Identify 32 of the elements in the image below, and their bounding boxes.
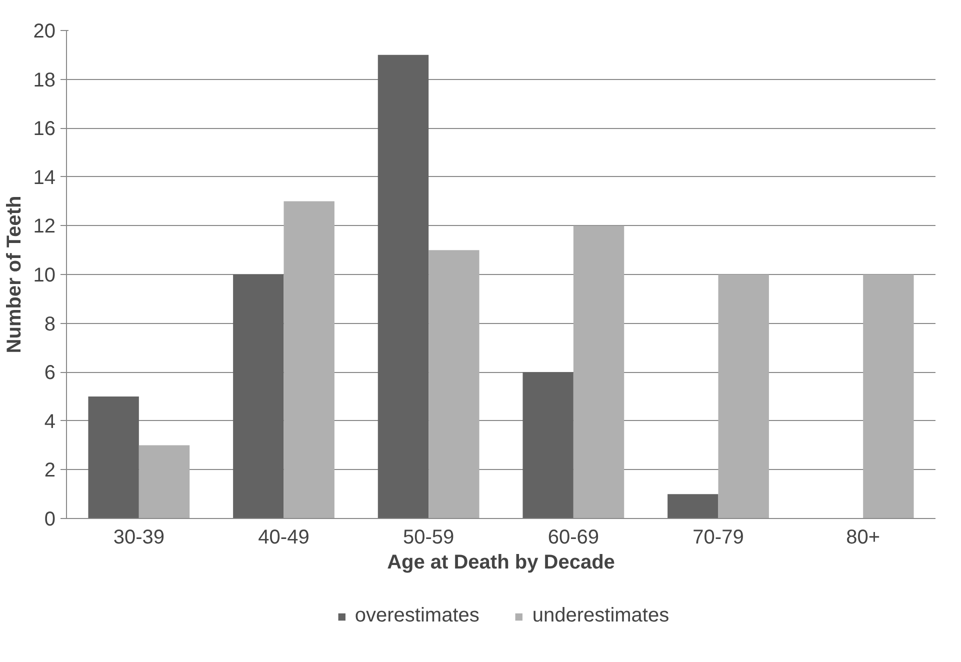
x-tick-label: 80+ — [846, 526, 880, 548]
bar — [668, 494, 718, 518]
x-tick-label: 60-69 — [548, 526, 599, 548]
y-tick-label: 6 — [44, 362, 56, 384]
bar — [378, 54, 429, 518]
bar — [138, 445, 190, 518]
x-axis-title: Age at Death by Decade — [387, 552, 615, 574]
y-axis-title: Number of Teeth — [3, 196, 26, 354]
bar — [718, 274, 769, 518]
y-tick-label: 0 — [44, 508, 56, 530]
bar — [863, 274, 914, 518]
y-tick-label: 4 — [44, 410, 56, 433]
legend-label: underestimates — [532, 604, 670, 628]
bar — [522, 372, 574, 518]
y-tick-label: 8 — [44, 313, 56, 336]
y-tick-label: 16 — [33, 118, 56, 140]
legend-label: overestimates — [354, 604, 480, 628]
y-tick-label: 14 — [33, 166, 56, 189]
bar — [284, 201, 334, 518]
bar — [233, 274, 284, 518]
y-tick-label: 18 — [33, 69, 56, 92]
bar — [573, 226, 624, 518]
y-tick-label: 12 — [33, 216, 56, 238]
bar — [88, 396, 139, 518]
x-tick-label: 40-49 — [258, 526, 310, 548]
x-tick-label: 50-59 — [403, 526, 454, 548]
y-tick-label: 20 — [33, 20, 56, 42]
y-tick-label: 10 — [33, 264, 56, 286]
bar — [428, 250, 480, 518]
y-tick-label: 2 — [44, 460, 56, 482]
x-tick-label: 30-39 — [113, 526, 164, 548]
x-tick-label: 70-79 — [692, 526, 744, 548]
